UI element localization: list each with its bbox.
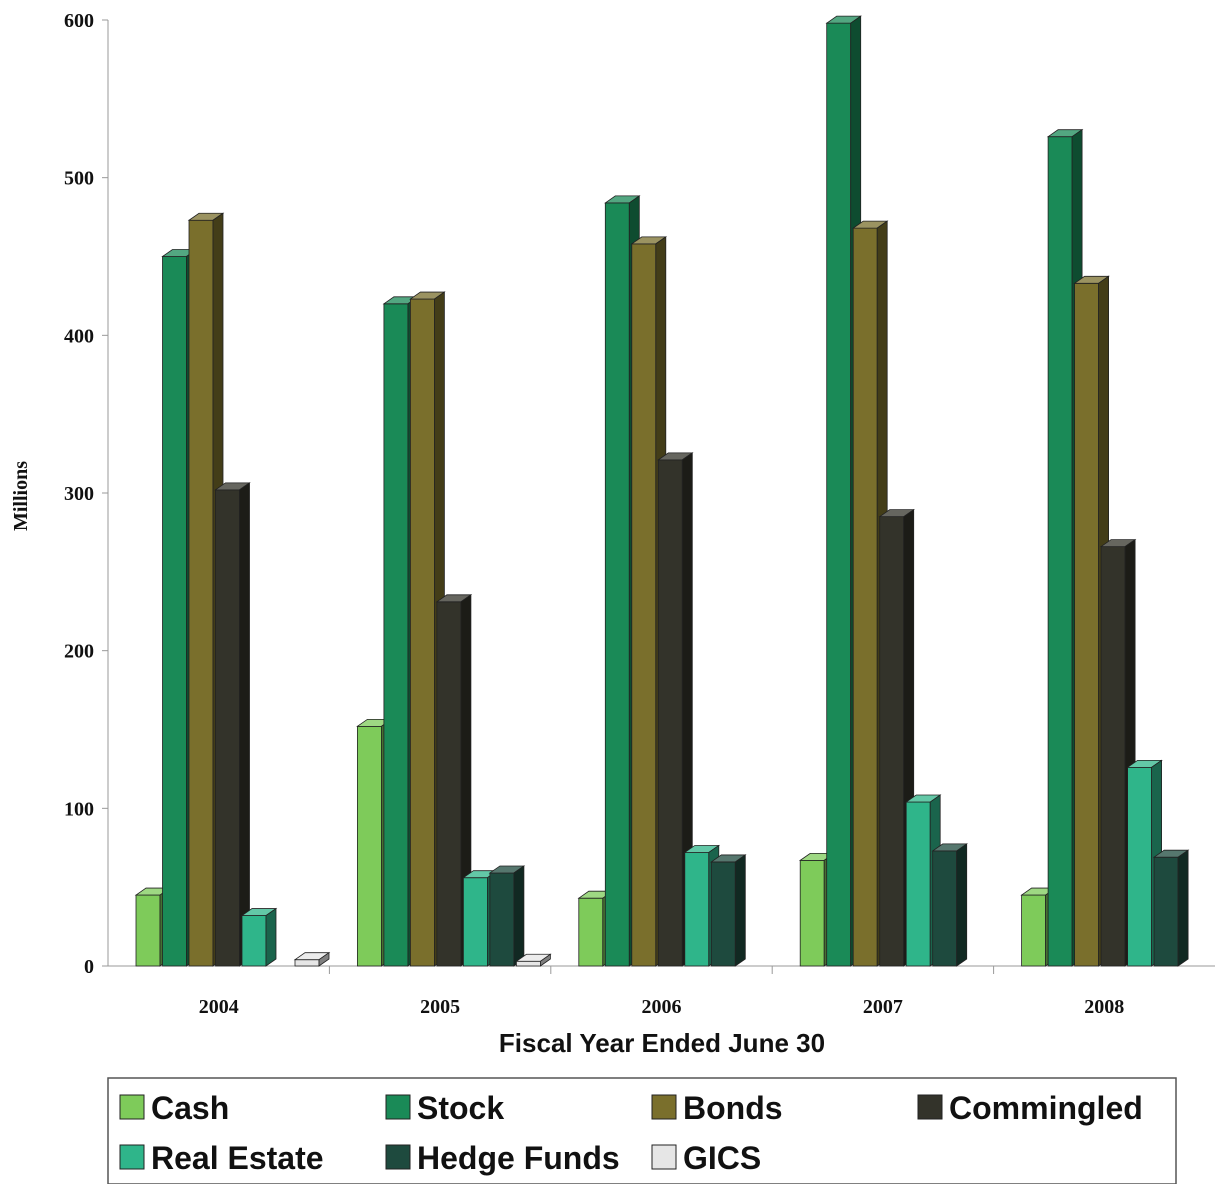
y-tick-label: 0 bbox=[84, 956, 94, 978]
y-tick-label: 600 bbox=[64, 10, 94, 32]
bar-front bbox=[162, 256, 187, 967]
x-axis-label: Fiscal Year Ended June 30 bbox=[499, 1028, 825, 1058]
bars bbox=[134, 15, 1190, 967]
bar bbox=[657, 452, 694, 967]
bar-side bbox=[540, 953, 551, 967]
x-tick-label: 2008 bbox=[1084, 996, 1124, 1018]
bar bbox=[293, 951, 331, 967]
legend-swatch bbox=[385, 1094, 411, 1120]
bar-front bbox=[1074, 282, 1099, 967]
legend-box bbox=[107, 1077, 1177, 1184]
bar-side bbox=[513, 865, 525, 967]
bar-front bbox=[852, 227, 878, 967]
y-axis-label: Millions bbox=[10, 461, 32, 531]
legend-label: Stock bbox=[417, 1090, 504, 1126]
bar-front bbox=[356, 725, 382, 967]
x-tick-label: 2007 bbox=[863, 996, 903, 1018]
legend-swatch bbox=[385, 1144, 411, 1170]
x-tick-label: 2004 bbox=[199, 996, 239, 1018]
legend-label: Commingled bbox=[949, 1090, 1143, 1126]
y-tick-label: 400 bbox=[64, 325, 94, 347]
bar bbox=[240, 907, 278, 967]
bar-front bbox=[409, 298, 435, 967]
bar-front bbox=[657, 459, 683, 967]
y-tick-label: 100 bbox=[64, 798, 94, 820]
bar-front bbox=[1047, 136, 1073, 967]
bar-front bbox=[631, 243, 657, 967]
bar-side bbox=[239, 482, 250, 967]
bar-front bbox=[826, 22, 852, 967]
bar-front bbox=[604, 202, 630, 967]
bar bbox=[577, 890, 615, 967]
bar-front bbox=[241, 915, 267, 967]
legend-label: Hedge Funds bbox=[417, 1140, 620, 1176]
bar-front bbox=[383, 303, 409, 967]
legend-label: Bonds bbox=[683, 1090, 783, 1126]
bar-side bbox=[1177, 849, 1189, 967]
bar-front bbox=[684, 852, 710, 967]
legend-label: GICS bbox=[683, 1140, 761, 1176]
legend-label: Cash bbox=[151, 1090, 229, 1126]
bar-front bbox=[1021, 894, 1046, 967]
legend-swatch bbox=[917, 1094, 943, 1120]
bar bbox=[435, 594, 473, 967]
bar-front bbox=[135, 894, 161, 967]
bar-side bbox=[956, 843, 968, 967]
bar-side bbox=[734, 854, 746, 967]
bar-front bbox=[215, 489, 240, 967]
bar bbox=[878, 508, 915, 967]
axes: 0 100 200 300 400 500 600 2004 2005 2006 2007 2008 bbox=[64, 10, 1215, 1018]
legend-swatch bbox=[651, 1144, 677, 1170]
bar-side bbox=[318, 951, 330, 967]
legend-swatch bbox=[119, 1144, 145, 1170]
bar-front bbox=[578, 897, 604, 967]
bar-front bbox=[294, 959, 320, 967]
bar bbox=[488, 865, 526, 967]
bar-front bbox=[1127, 766, 1152, 967]
legend-swatch bbox=[119, 1094, 145, 1120]
y-tick-label: 300 bbox=[64, 483, 94, 505]
bar-front bbox=[905, 801, 931, 967]
bar-front bbox=[799, 859, 825, 967]
bar bbox=[710, 854, 747, 967]
bar bbox=[214, 482, 251, 967]
y-tick-label: 200 bbox=[64, 641, 94, 663]
bar bbox=[515, 953, 552, 967]
x-tick-label: 2006 bbox=[642, 996, 682, 1018]
bar-front bbox=[516, 960, 541, 967]
bar-front bbox=[436, 601, 462, 967]
bar-front bbox=[879, 516, 905, 967]
x-tick-label: 2005 bbox=[420, 996, 460, 1018]
bar bbox=[1152, 849, 1190, 967]
bar-front bbox=[1153, 856, 1179, 967]
y-tick-label: 500 bbox=[64, 168, 94, 190]
bar bbox=[931, 843, 968, 967]
legend-swatch bbox=[651, 1094, 677, 1120]
bar-front bbox=[462, 877, 488, 967]
bar-side bbox=[265, 907, 277, 967]
legend-label: Real Estate bbox=[151, 1140, 324, 1176]
bar-front bbox=[1100, 546, 1126, 967]
bar-front bbox=[489, 872, 515, 967]
bar-front bbox=[710, 861, 736, 967]
bar-front bbox=[188, 219, 214, 967]
legend: Cash Stock Bonds Commingled Real Estate Hedge… bbox=[107, 1077, 1177, 1184]
bar-front bbox=[932, 850, 958, 967]
